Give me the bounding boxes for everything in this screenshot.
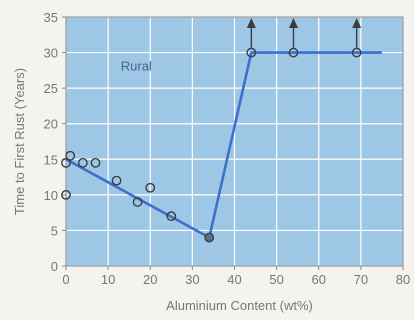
y-tick-label: 30 [44, 46, 58, 61]
y-tick-labels: 0 5 10 15 20 25 30 35 [44, 10, 66, 274]
x-tick-label: 70 [354, 272, 368, 287]
y-tick-label: 20 [44, 117, 58, 132]
x-tick-label: 80 [396, 272, 410, 287]
y-tick-label: 25 [44, 81, 58, 96]
x-tick-label: 40 [227, 272, 241, 287]
y-tick-label: 0 [51, 259, 58, 274]
x-tick-label: 60 [312, 272, 326, 287]
y-tick-label: 5 [51, 223, 58, 238]
x-tick-label: 30 [185, 272, 199, 287]
x-tick-label: 10 [101, 272, 115, 287]
x-tick-labels: 0 10 20 30 40 50 60 70 80 [62, 266, 410, 287]
y-tick-label: 10 [44, 188, 58, 203]
x-axis-title: Aluminium Content (wt%) [166, 298, 313, 313]
x-tick-label: 0 [62, 272, 69, 287]
annotation-rural: Rural [121, 58, 152, 73]
y-tick-label: 15 [44, 152, 58, 167]
y-tick-label: 35 [44, 10, 58, 25]
y-axis-title: Time to First Rust (Years) [12, 68, 27, 215]
x-tick-label: 50 [269, 272, 283, 287]
x-tick-label: 20 [143, 272, 157, 287]
data-point [205, 233, 213, 241]
